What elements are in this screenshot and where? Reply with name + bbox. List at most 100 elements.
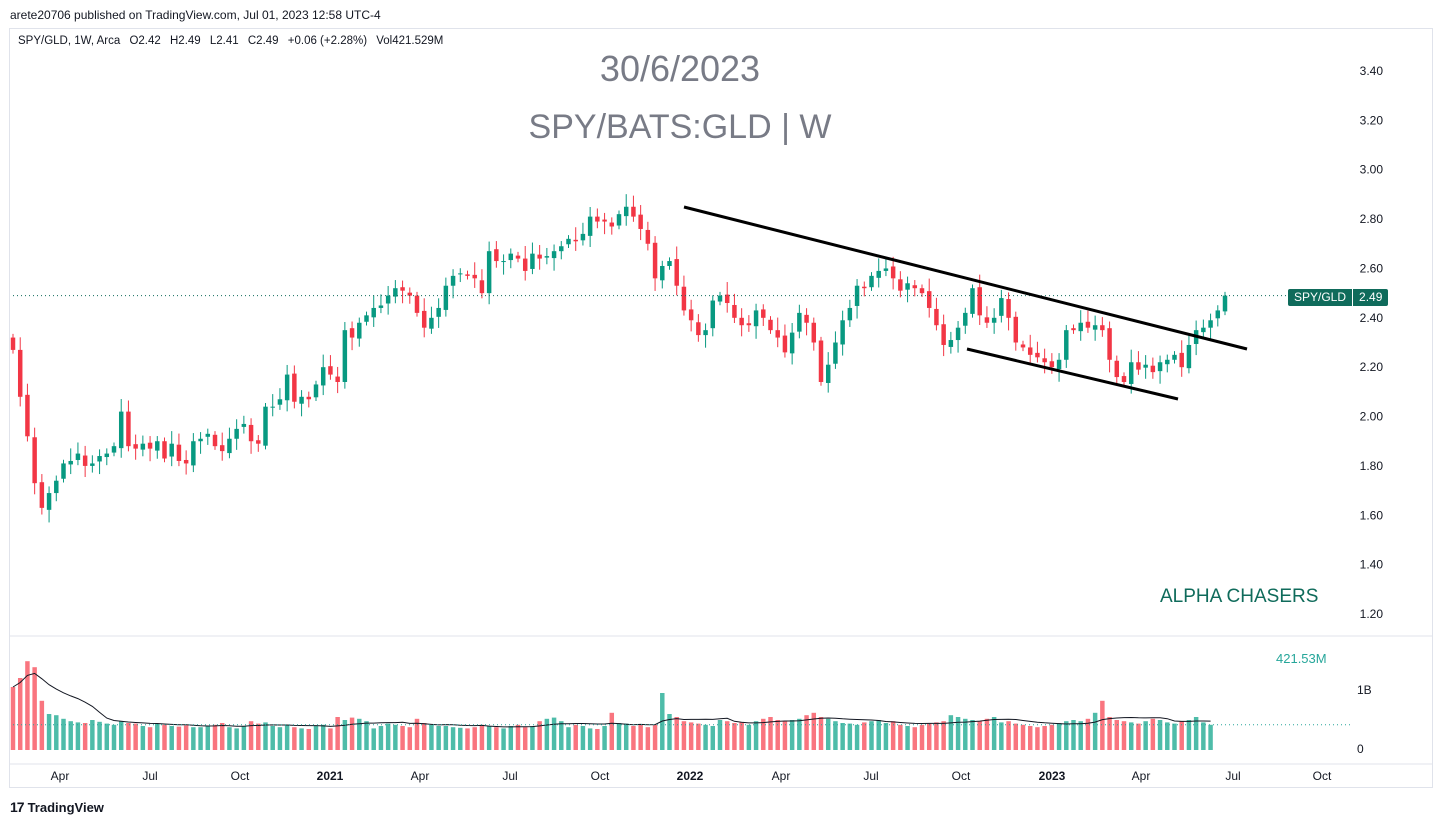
volume-bar: [227, 727, 232, 750]
candle-body: [797, 312, 802, 332]
volume-bar: [833, 721, 838, 750]
volume-bar: [400, 726, 405, 750]
volume-bar: [183, 725, 189, 750]
candle-body: [263, 406, 268, 446]
volume-bar: [847, 723, 853, 750]
candle-body: [277, 399, 283, 405]
volume-bar: [385, 723, 391, 750]
volume-bar: [724, 721, 730, 750]
candle-body: [256, 440, 261, 444]
candle-body: [436, 307, 441, 317]
volume-bar: [1179, 721, 1184, 750]
volume-bar: [371, 728, 376, 750]
volume-bar: [140, 726, 146, 750]
candle-body: [1092, 325, 1098, 330]
y-tick-label: 2.40: [1360, 311, 1384, 325]
candle-body: [789, 332, 795, 354]
volume-bar: [299, 728, 304, 750]
candle-body: [833, 342, 838, 364]
volume-bar: [1006, 721, 1011, 750]
candle-body: [1071, 328, 1076, 331]
candle-body: [241, 423, 247, 427]
volume-bar: [198, 727, 203, 750]
legend-open: O2.42: [129, 35, 161, 47]
candle-body: [587, 216, 593, 236]
x-tick-label: Apr: [772, 769, 791, 783]
volume-bar: [1100, 700, 1105, 750]
candle-body: [1107, 328, 1112, 360]
volume-bar: [890, 721, 896, 750]
candle-body: [147, 442, 153, 449]
candle-body: [602, 219, 607, 222]
volume-bar: [68, 721, 73, 750]
volume-bar: [97, 721, 102, 750]
candle-body: [580, 233, 586, 241]
candle-body: [991, 317, 997, 323]
volume-bar: [1157, 720, 1163, 750]
volume-bar: [854, 724, 860, 750]
watermark-date: 30/6/2023: [599, 48, 761, 89]
candle-body: [645, 229, 651, 244]
candle-body: [371, 307, 376, 318]
candle-body: [1085, 321, 1091, 328]
candle-body: [54, 480, 59, 494]
chart-frame: [9, 28, 1433, 788]
volume-bar: [1035, 727, 1040, 750]
candle-body: [883, 268, 889, 271]
volume-bar: [147, 727, 153, 750]
candle-body: [140, 443, 146, 450]
volume-bar: [1121, 721, 1127, 750]
candle-body: [306, 396, 312, 400]
x-tick-label: Apr: [411, 769, 430, 783]
volume-bar: [472, 727, 477, 750]
candle-body: [703, 330, 708, 336]
upper-trendline: [683, 205, 1248, 351]
candle-body: [1035, 352, 1040, 358]
candle-body: [1049, 361, 1055, 368]
x-tick-label: Oct: [231, 769, 250, 783]
candle-body: [118, 411, 124, 449]
candle-body: [176, 444, 182, 461]
volume-bar: [667, 714, 672, 750]
candle-body: [1150, 365, 1156, 373]
candle-body: [393, 288, 398, 297]
x-tick-label: 2022: [677, 769, 704, 783]
volume-bar: [761, 718, 766, 750]
candle-body: [948, 340, 954, 347]
candle-body: [299, 396, 304, 404]
volume-bar: [1172, 723, 1177, 750]
candle-body: [458, 273, 463, 275]
candle-body: [501, 261, 506, 263]
candle-body: [97, 456, 102, 462]
candle-body: [183, 459, 189, 464]
volume-bar: [263, 722, 268, 750]
volume-bar: [811, 712, 817, 750]
candle-body: [696, 322, 701, 336]
volume-bar: [522, 727, 528, 750]
candle-body: [746, 323, 752, 326]
volume-value-label: 421.53M: [1276, 651, 1327, 666]
volume-bar: [515, 724, 521, 750]
volume-bar: [595, 729, 600, 750]
candle-body: [414, 295, 420, 313]
volume-bar: [883, 723, 889, 750]
candle-body: [82, 455, 88, 466]
volume-bar: [991, 717, 997, 750]
candle-body: [688, 309, 694, 321]
volume-bar: [746, 724, 752, 750]
tradingview-footer[interactable]: 17 TradingView: [10, 799, 104, 815]
volume-bar: [126, 723, 131, 750]
candle-body: [486, 251, 492, 294]
candle-body: [1179, 352, 1184, 368]
candle-body: [133, 444, 138, 449]
legend-symbol[interactable]: SPY/GLD, 1W, Arca: [18, 35, 121, 47]
volume-bar: [169, 726, 174, 750]
candle-body: [284, 374, 290, 401]
candle-body: [1143, 364, 1148, 368]
candle-body: [479, 280, 485, 294]
volume-bar: [313, 726, 319, 750]
volume-bar: [782, 721, 788, 750]
y-tick-label: 3.00: [1360, 163, 1384, 177]
candle-body: [1114, 360, 1120, 378]
